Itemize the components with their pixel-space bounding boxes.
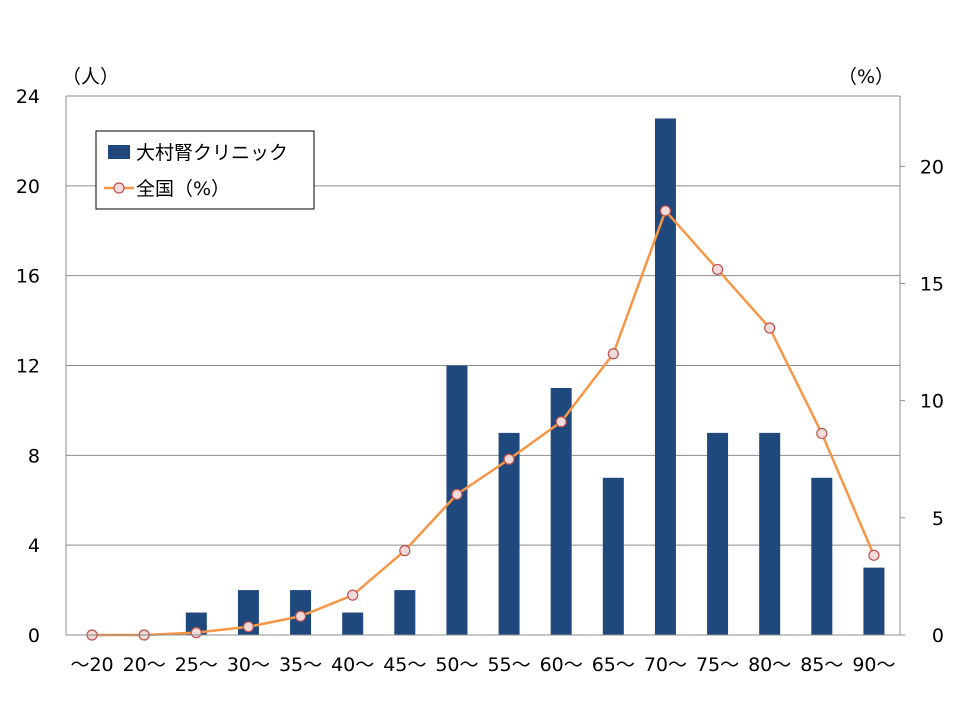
- axes: [65, 96, 905, 636]
- line-point: [816, 427, 828, 440]
- bar: [446, 365, 468, 635]
- series-line: [92, 209, 876, 637]
- bar: [498, 432, 520, 635]
- x-tick-label: 55～: [487, 654, 530, 676]
- bar: [863, 567, 885, 635]
- x-tick-label: 85～: [800, 654, 843, 676]
- x-tick-label: 60～: [540, 654, 583, 676]
- x-tick-label: 75～: [696, 654, 739, 676]
- bar: [185, 612, 207, 635]
- bar: [654, 118, 676, 636]
- x-tick-label: 30～: [227, 654, 270, 676]
- x-tick-label: 65～: [592, 654, 635, 676]
- bar: [759, 432, 781, 635]
- line-point: [503, 453, 515, 465]
- x-tick-label: ～20: [70, 654, 113, 676]
- left-tick-label: 12: [16, 356, 40, 378]
- legend-swatch-marker: [113, 182, 125, 194]
- legend: 大村腎クリニック 全国（%）: [95, 130, 315, 210]
- line-point: [659, 205, 672, 217]
- bar: [550, 387, 572, 635]
- line-point: [347, 589, 359, 601]
- x-tick-label: 25～: [175, 654, 218, 676]
- line-point: [190, 627, 202, 639]
- left-axis-unit: （人）: [62, 66, 119, 88]
- bar: [811, 477, 833, 635]
- left-tick-label: 4: [28, 535, 40, 557]
- x-tick-label: 90～: [852, 654, 895, 676]
- x-axis-ticks: ～20 20～ 25～ 30～ 35～ 40～ 45～ 50～ 55～ 60～ 65～ 70～ 75～ 8…: [70, 654, 895, 676]
- left-tick-label: 16: [16, 266, 40, 288]
- line-point: [711, 263, 724, 276]
- left-tick-label: 8: [28, 445, 40, 467]
- bar: [394, 590, 416, 635]
- bar: [342, 612, 364, 635]
- bar: [237, 590, 259, 635]
- right-tick-label: 20: [920, 156, 944, 178]
- x-tick-label: 45～: [383, 654, 426, 676]
- legend-label-bar: 大村腎クリニック: [136, 142, 288, 164]
- line-point: [555, 416, 567, 428]
- line-point: [607, 348, 619, 360]
- right-tick-label: 15: [920, 273, 944, 295]
- right-tick-label: 5: [932, 508, 944, 530]
- bar: [602, 477, 624, 635]
- right-tick-label: 10: [920, 391, 944, 413]
- legend-swatch-bar: [108, 145, 130, 159]
- legend-label-line: 全国（%）: [136, 178, 230, 200]
- left-axis-ticks: 0 4 8 12 16 20 24: [16, 86, 40, 647]
- bar: [707, 432, 729, 635]
- left-tick-label: 0: [28, 625, 40, 647]
- bar-series: [185, 118, 885, 636]
- legend-box: [95, 130, 315, 210]
- x-tick-label: 50～: [435, 654, 478, 676]
- x-tick-label: 70～: [644, 654, 687, 676]
- x-tick-label: 40～: [331, 654, 374, 676]
- x-tick-label: 35～: [279, 654, 322, 676]
- left-tick-label: 24: [16, 86, 40, 108]
- right-axis-unit: （%）: [838, 66, 894, 88]
- line-point: [242, 621, 255, 633]
- right-axis-ticks: 0 5 10 15 20: [920, 156, 944, 647]
- x-tick-label: 20～: [123, 654, 166, 676]
- line-point: [294, 610, 307, 622]
- line-point: [399, 545, 411, 557]
- line-point: [451, 488, 463, 500]
- x-tick-label: 80～: [748, 654, 791, 676]
- left-tick-label: 20: [16, 176, 40, 198]
- right-tick-label: 0: [932, 625, 944, 647]
- line-point: [868, 549, 880, 561]
- line-point: [764, 322, 776, 334]
